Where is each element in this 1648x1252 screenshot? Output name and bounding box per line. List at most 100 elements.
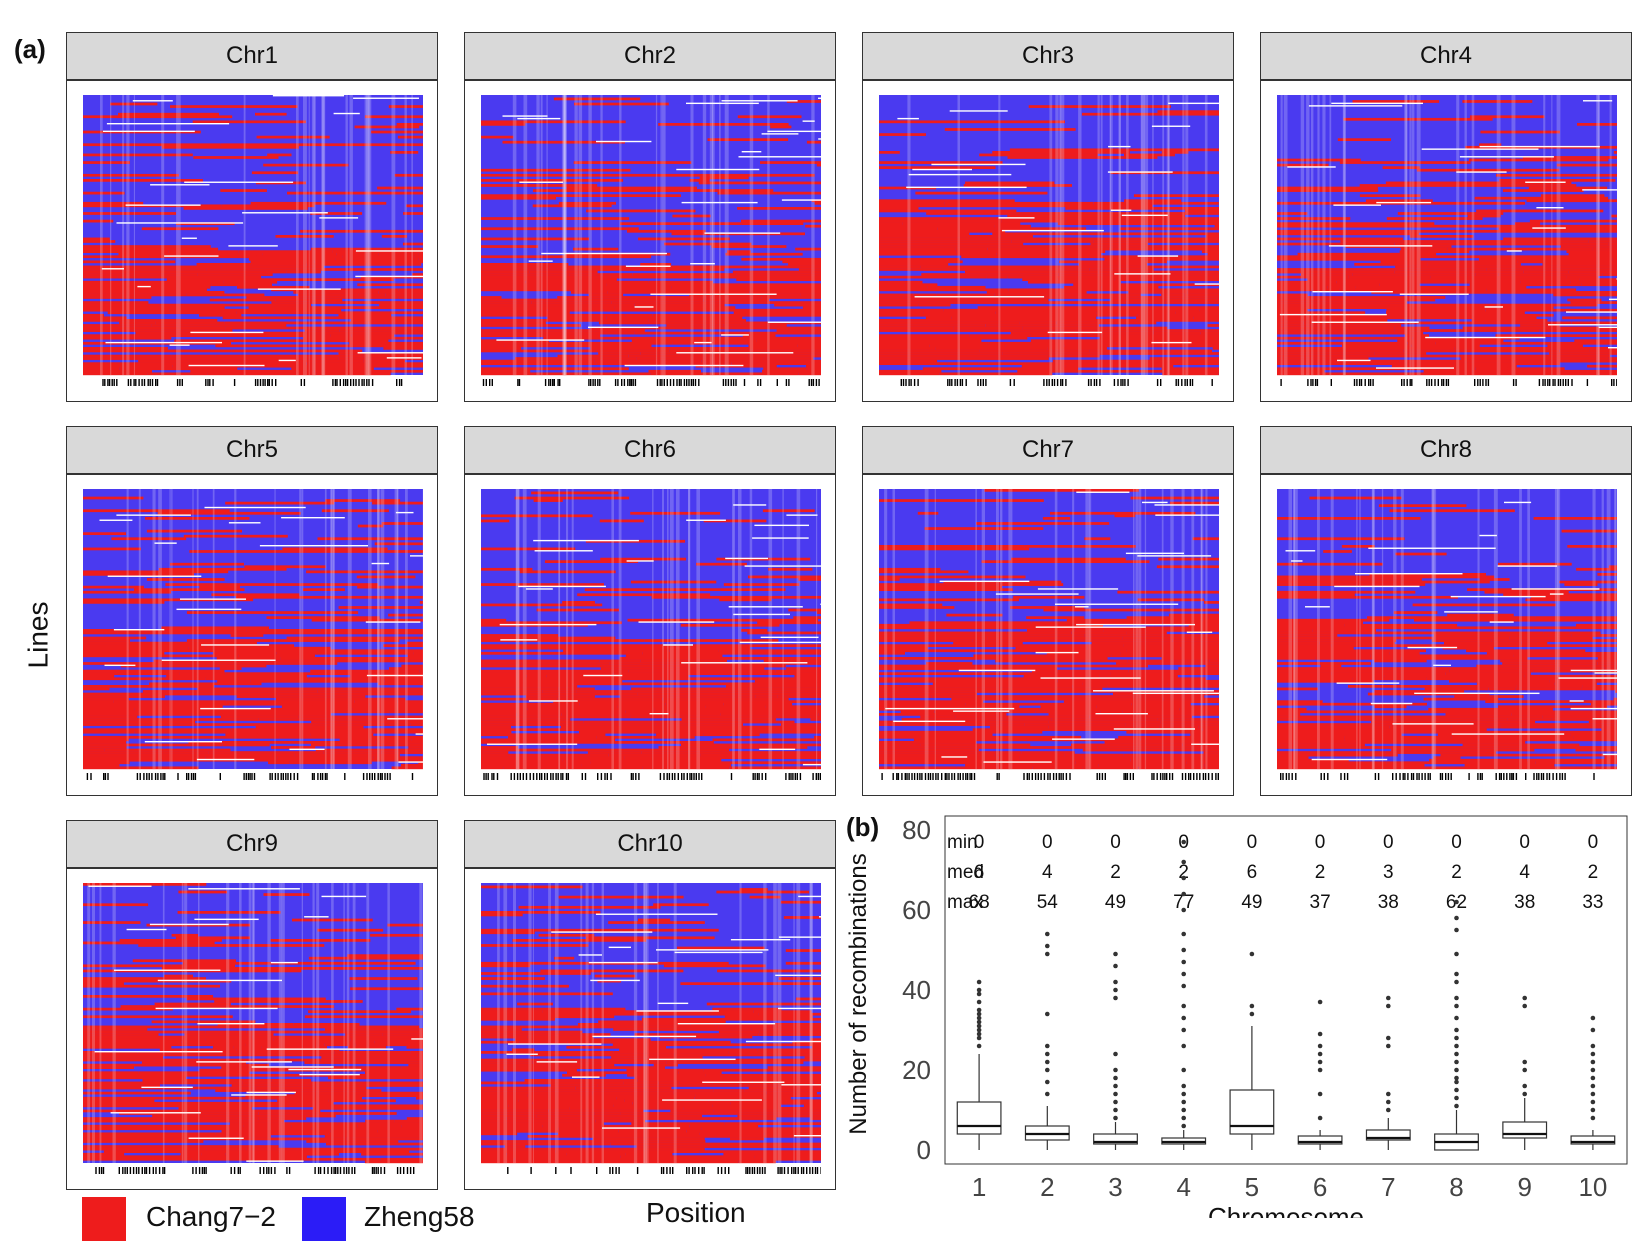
genotype-segment — [879, 746, 1013, 749]
genotype-segment — [83, 1109, 189, 1113]
genotype-segment — [83, 372, 148, 376]
genotype-segment — [879, 229, 983, 233]
genotype-segment — [1474, 616, 1536, 620]
genotype-segment — [791, 728, 821, 732]
genotype-segment — [1388, 667, 1452, 670]
outlier-point — [1454, 927, 1459, 933]
genotype-segment — [83, 306, 225, 310]
genotype-segment — [1277, 618, 1390, 622]
genotype-segment — [481, 1140, 503, 1143]
genotype-segment — [83, 1076, 187, 1080]
genotype-segment — [83, 143, 221, 147]
marker-column — [1464, 95, 1467, 375]
genotype-segment — [119, 939, 222, 942]
facet-strip: Chr8 — [1260, 426, 1632, 474]
genotype-segment — [1057, 679, 1093, 683]
genotype-segment — [718, 1025, 773, 1029]
marker-column — [532, 883, 534, 1163]
genotype-segment — [1350, 316, 1409, 320]
genotype-segment — [83, 707, 135, 711]
genotype-segment — [531, 301, 612, 304]
marker-tick — [1445, 773, 1447, 780]
marker-tick — [1477, 379, 1479, 386]
outlier-point — [1045, 1011, 1050, 1017]
outlier-point — [1590, 1099, 1596, 1105]
genotype-segment — [223, 270, 287, 274]
genotype-segment — [620, 1112, 736, 1115]
genotype-segment — [777, 695, 821, 698]
genotype-segment — [1043, 608, 1137, 612]
genotype-segment — [246, 1030, 290, 1034]
marker-tick — [518, 379, 521, 386]
genotype-segment — [83, 247, 105, 251]
genotype-segment — [1422, 245, 1452, 248]
genotype-segment — [748, 575, 821, 579]
genotype-segment — [1093, 489, 1139, 492]
genotype-segment — [83, 347, 168, 350]
genotype-segment — [1335, 341, 1408, 345]
missing-segment — [1308, 105, 1403, 107]
genotype-segment — [394, 758, 423, 762]
facet-title: Chr5 — [225, 436, 279, 463]
genotype-segment — [117, 631, 227, 635]
genotype-segment — [636, 1145, 745, 1148]
genotype-segment — [925, 316, 952, 320]
genotype-segment — [83, 313, 104, 317]
genotype-segment — [188, 646, 331, 650]
genotype-segment — [408, 1063, 423, 1067]
genotype-heatmap — [1277, 489, 1617, 780]
genotype-segment — [356, 575, 416, 579]
genotype-segment — [747, 336, 821, 340]
marker-tick — [937, 773, 939, 780]
marker-tick — [951, 773, 953, 780]
genotype-segment — [185, 692, 278, 696]
genotype-segment — [879, 687, 967, 691]
genotype-segment — [370, 933, 423, 937]
genotype-segment — [406, 1117, 423, 1120]
marker-tick — [406, 1167, 409, 1174]
marker-column — [1592, 489, 1596, 769]
marker-tick — [1402, 773, 1404, 780]
genotype-segment — [166, 1127, 269, 1131]
genotype-segment — [1017, 369, 1130, 373]
genotype-segment — [1050, 511, 1196, 515]
genotype-segment — [1057, 222, 1166, 226]
facet-chr7: Chr7 — [862, 426, 1234, 796]
genotype-segment — [527, 1035, 594, 1039]
marker-tick — [1181, 379, 1183, 386]
genotype-segment — [285, 349, 363, 353]
outlier-point — [1113, 1115, 1118, 1121]
genotype-segment — [1035, 291, 1087, 294]
genotype-segment — [986, 291, 1036, 294]
genotype-segment — [965, 354, 1100, 358]
marker-tick — [489, 379, 491, 386]
genotype-segment — [548, 646, 624, 650]
genotype-segment — [931, 695, 1063, 698]
marker-column — [352, 883, 356, 1163]
genotype-segment — [1106, 748, 1219, 752]
genotype-segment — [577, 1023, 643, 1026]
genotype-segment — [879, 723, 1025, 726]
genotype-segment — [610, 1089, 714, 1092]
genotype-segment — [1129, 369, 1211, 373]
marker-tick — [904, 773, 906, 780]
marker-column — [1145, 95, 1149, 375]
genotype-segment — [1112, 713, 1219, 716]
genotype-segment — [763, 357, 814, 360]
genotype-segment — [526, 728, 654, 732]
genotype-segment — [670, 1109, 714, 1113]
genotype-segment — [215, 1089, 254, 1092]
genotype-segment — [1136, 336, 1219, 340]
genotype-segment — [244, 565, 294, 569]
legend-swatch-zheng — [302, 1197, 346, 1241]
genotype-segment — [1551, 718, 1617, 721]
genotype-segment — [1012, 746, 1098, 749]
marker-tick — [203, 1167, 205, 1174]
genotype-segment — [1363, 255, 1493, 259]
missing-segment — [754, 524, 809, 527]
marker-tick — [565, 773, 568, 780]
outlier-point — [1249, 1003, 1255, 1009]
genotype-segment — [481, 1010, 543, 1014]
marker-tick — [1048, 379, 1050, 386]
genotype-segment — [83, 692, 185, 696]
